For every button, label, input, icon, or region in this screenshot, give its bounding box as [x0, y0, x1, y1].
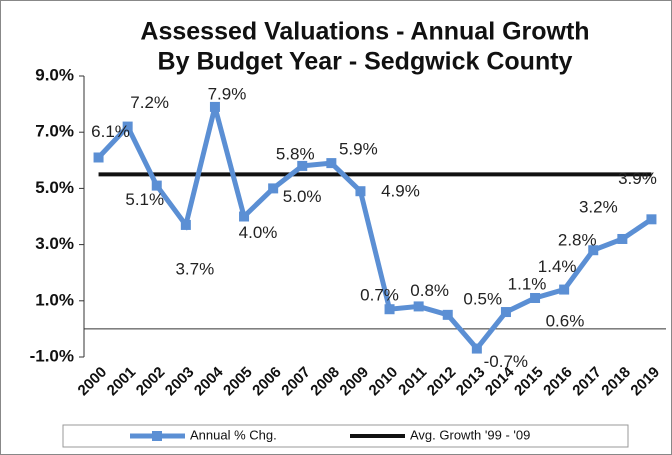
point-marker: [297, 160, 308, 171]
point-marker: [617, 233, 628, 244]
data-label: 1.4%: [538, 257, 577, 276]
point-marker: [413, 301, 424, 312]
y-tick-label: 9.0%: [35, 65, 74, 84]
data-label: 4.9%: [381, 182, 420, 201]
y-tick-label: 7.0%: [35, 122, 74, 141]
data-label: 4.0%: [239, 223, 278, 242]
point-marker: [530, 292, 541, 303]
chart-subtitle: By Budget Year - Sedgwick County: [158, 48, 573, 76]
point-marker: [500, 307, 511, 318]
data-label: 1.1%: [508, 274, 547, 293]
data-label: 0.5%: [463, 289, 502, 308]
point-marker: [646, 214, 657, 225]
data-label: 6.1%: [91, 122, 130, 141]
legend-label: Annual % Chg.: [190, 427, 277, 442]
data-label: 5.0%: [283, 187, 322, 206]
data-label: 2.8%: [558, 231, 597, 250]
data-label: 0.7%: [360, 286, 399, 305]
point-marker: [471, 343, 482, 354]
point-marker: [151, 180, 162, 191]
y-tick-label: 1.0%: [35, 290, 74, 309]
point-marker: [122, 121, 133, 132]
point-marker: [559, 284, 570, 295]
y-tick-label: -1.0%: [30, 346, 74, 365]
data-label: 5.9%: [339, 140, 378, 159]
legend-marker: [152, 431, 162, 441]
point-marker: [93, 152, 104, 163]
point-marker: [355, 186, 366, 197]
data-label: -0.7%: [484, 352, 528, 371]
legend-label: Avg. Growth '99 - '09: [410, 427, 530, 442]
data-label: 5.8%: [276, 144, 315, 163]
data-label: 3.9%: [618, 169, 657, 188]
point-marker: [180, 219, 191, 230]
legend-box: [62, 424, 629, 448]
data-label: 5.1%: [125, 190, 164, 209]
y-tick-label: 3.0%: [35, 234, 74, 253]
point-marker: [588, 245, 599, 256]
data-label: 0.6%: [546, 312, 585, 331]
data-label: 0.8%: [410, 281, 449, 300]
point-marker: [442, 309, 453, 320]
data-label: 7.2%: [130, 93, 169, 112]
y-tick-label: 5.0%: [35, 178, 74, 197]
point-marker: [239, 211, 250, 222]
data-label: 3.2%: [579, 197, 618, 216]
point-marker: [384, 304, 395, 315]
point-marker: [326, 158, 337, 169]
point-marker: [209, 101, 220, 112]
point-marker: [268, 183, 279, 194]
data-label: 7.9%: [208, 84, 247, 103]
data-label: 3.7%: [175, 259, 214, 278]
chart-title: Assessed Valuations - Annual Growth: [140, 18, 589, 46]
